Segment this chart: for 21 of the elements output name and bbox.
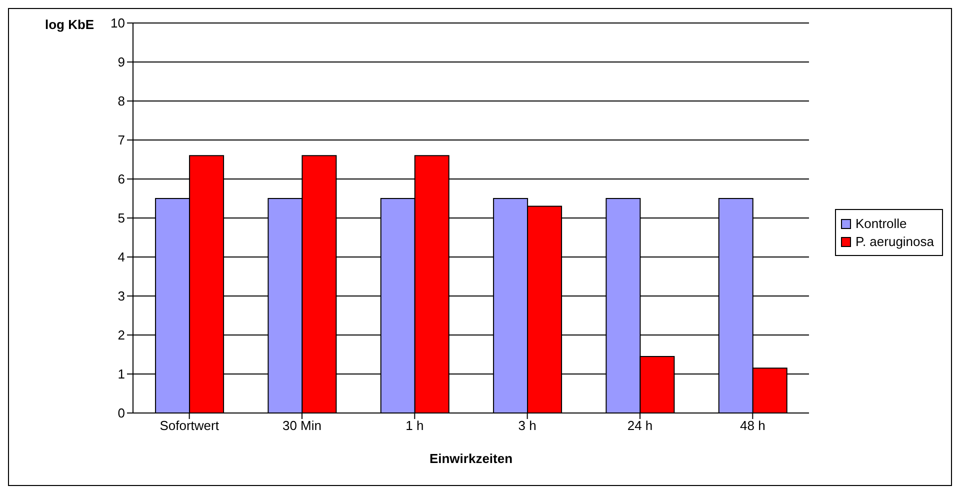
y-tick-label: 5 xyxy=(118,210,125,226)
x-tick-label: 48 h xyxy=(740,418,766,434)
y-tick-label: 4 xyxy=(118,250,125,265)
legend-label: Kontrolle xyxy=(855,216,907,231)
x-tick-label: 3 h xyxy=(518,418,536,434)
x-axis-title: Einwirkzeiten xyxy=(429,451,513,466)
y-tick-label: 2 xyxy=(118,328,125,343)
y-tick-label: 9 xyxy=(118,54,125,70)
x-tick-label: 24 h xyxy=(627,418,653,434)
legend-label: P. aeruginosa xyxy=(855,234,934,249)
y-tick-label: 10 xyxy=(110,16,125,31)
x-tick-label: 1 h xyxy=(406,418,424,434)
y-tick-label: 8 xyxy=(118,94,125,109)
y-tick-label: 1 xyxy=(118,366,125,382)
y-axis-title: log KbE xyxy=(45,17,94,32)
x-tick-label: 30 Min xyxy=(282,418,322,434)
y-tick-label: 3 xyxy=(118,288,125,304)
y-tick-label: 6 xyxy=(118,172,125,187)
y-tick-label: 7 xyxy=(118,132,125,148)
x-tick-label: Sofortwert xyxy=(160,418,220,434)
y-tick-label: 0 xyxy=(118,406,125,421)
